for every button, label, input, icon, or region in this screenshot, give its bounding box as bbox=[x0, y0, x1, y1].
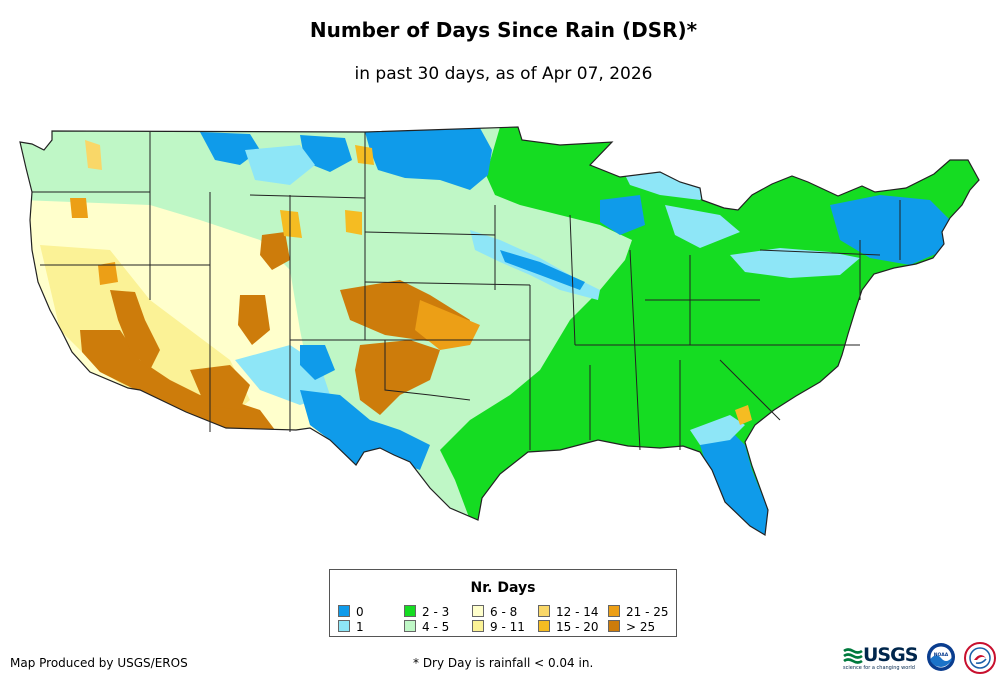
region-1-day-montana bbox=[245, 145, 315, 185]
map-title: Number of Days Since Rain (DSR)* bbox=[309, 18, 698, 42]
region-0-days-north-dakota bbox=[365, 128, 492, 190]
region-15-20-days-wyoming-east bbox=[345, 210, 362, 235]
legend-item: 9 - 11 bbox=[472, 620, 525, 634]
border-midwest-south bbox=[575, 255, 860, 346]
border-upper-midwest bbox=[494, 205, 641, 451]
region-21-25-days-nevada-north bbox=[98, 262, 118, 285]
legend-swatch bbox=[472, 620, 484, 632]
legend-label: 4 - 5 bbox=[422, 620, 450, 634]
region-over-25-days-wyoming bbox=[260, 232, 290, 270]
legend-label: 1 bbox=[356, 620, 364, 634]
legend-label: 21 - 25 bbox=[626, 605, 669, 619]
nws-logo bbox=[964, 642, 996, 674]
border-northeast bbox=[759, 200, 901, 300]
region-0-days-texas-west bbox=[300, 390, 430, 470]
dsr-fill-layer bbox=[20, 127, 979, 535]
noaa-logo: NOAA bbox=[927, 643, 955, 671]
legend-item: 6 - 8 bbox=[472, 605, 517, 619]
region-0-days-florida bbox=[700, 430, 768, 535]
region-0-days-iowa bbox=[500, 250, 585, 290]
legend-swatch bbox=[472, 605, 484, 617]
region-1-day-georgia-coast bbox=[690, 415, 745, 445]
region-0-days-wisconsin bbox=[600, 195, 645, 235]
border-northern-tier bbox=[249, 194, 496, 236]
region-15-20-days-wyoming bbox=[280, 210, 302, 238]
legend-swatch bbox=[404, 620, 416, 632]
region-over-25-days-nevada bbox=[110, 290, 160, 370]
legend-swatch bbox=[404, 605, 416, 617]
legend-swatch bbox=[538, 620, 550, 632]
legend-item: 21 - 25 bbox=[608, 605, 669, 619]
legend-swatch bbox=[608, 620, 620, 632]
border-rocky-verticals bbox=[149, 132, 366, 432]
region-15-20-days-carolina bbox=[735, 405, 752, 425]
region-over-25-days-texas-panhandle bbox=[355, 340, 440, 415]
region-0-days-montana-east bbox=[200, 132, 260, 165]
legend-item: 15 - 20 bbox=[538, 620, 599, 634]
region-1-day-ohio-pennsylvania bbox=[730, 248, 860, 278]
map-subtitle: in past 30 days, as of Apr 07, 2026 bbox=[354, 64, 653, 84]
usgs-tagline: science for a changing world bbox=[843, 665, 915, 671]
footnote-text: * Dry Day is rainfall < 0.04 in. bbox=[413, 656, 594, 670]
region-0-days-new-mexico bbox=[300, 345, 335, 380]
region-12-14-days-idaho bbox=[85, 140, 102, 170]
legend-item: 4 - 5 bbox=[404, 620, 449, 634]
legend-item: 0 bbox=[338, 605, 364, 619]
border-texas-oklahoma bbox=[384, 340, 471, 401]
legend-item: 1 bbox=[338, 620, 364, 634]
legend-swatch bbox=[338, 605, 350, 617]
usgs-wave-icon bbox=[843, 648, 863, 664]
usgs-logo-text: USGS bbox=[863, 644, 918, 666]
legend-swatch bbox=[338, 620, 350, 632]
legend-item: > 25 bbox=[608, 620, 655, 634]
credit-text: Map Produced by USGS/EROS bbox=[10, 656, 188, 670]
usgs-logo: USGS science for a changing world bbox=[843, 644, 921, 672]
legend-label: 0 bbox=[356, 605, 364, 619]
legend-item: 2 - 3 bbox=[404, 605, 449, 619]
legend-label: 15 - 20 bbox=[556, 620, 599, 634]
dsr-map bbox=[19, 126, 980, 536]
border-central bbox=[290, 281, 531, 450]
legend-label: > 25 bbox=[626, 620, 656, 634]
legend-swatch bbox=[608, 605, 620, 617]
legend-label: 2 - 3 bbox=[422, 605, 450, 619]
border-west-coast-states bbox=[32, 191, 210, 266]
legend-label: 9 - 11 bbox=[490, 620, 525, 634]
noaa-logo-text: NOAA bbox=[934, 652, 949, 658]
region-21-25-days-oregon bbox=[70, 198, 88, 218]
legend-label: 6 - 8 bbox=[490, 605, 518, 619]
state-borders bbox=[32, 132, 901, 451]
legend-title: Nr. Days bbox=[470, 580, 536, 596]
region-over-25-days-arizona bbox=[190, 365, 250, 410]
border-southeast bbox=[589, 359, 781, 450]
region-1-day-lake-michigan-shore bbox=[665, 205, 740, 248]
legend-item: 12 - 14 bbox=[538, 605, 599, 619]
region-21-25-days-oklahoma bbox=[415, 300, 480, 350]
legend-swatch bbox=[538, 605, 550, 617]
legend-label: 12 - 14 bbox=[556, 605, 599, 619]
region-over-25-days-utah bbox=[238, 295, 270, 345]
